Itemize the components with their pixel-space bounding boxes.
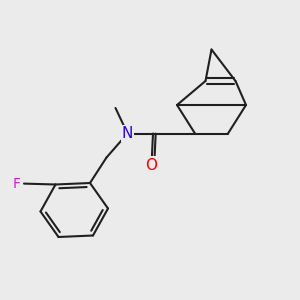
Text: O: O bbox=[146, 158, 158, 172]
Text: N: N bbox=[122, 126, 133, 141]
Text: F: F bbox=[13, 177, 20, 190]
